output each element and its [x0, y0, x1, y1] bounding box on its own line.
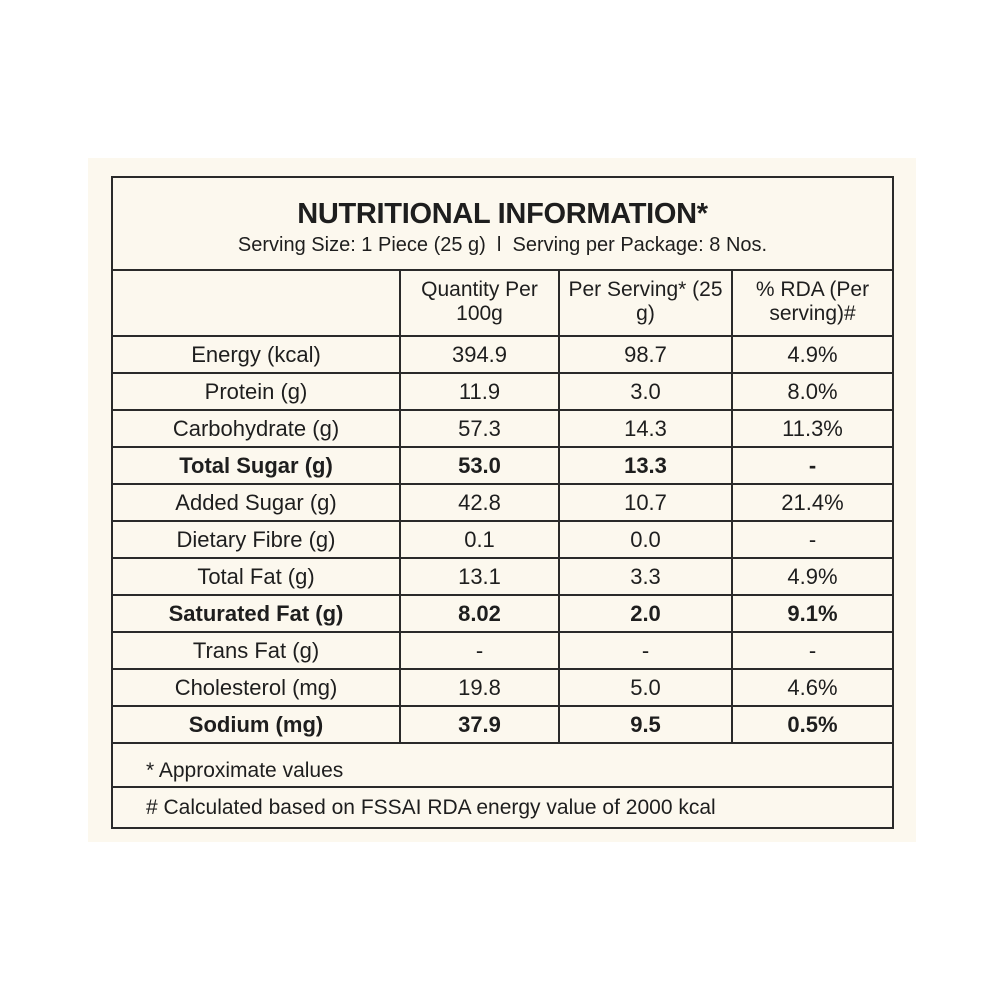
value-per-100g: -	[399, 631, 560, 670]
value-rda: 4.6%	[731, 668, 892, 707]
nutrient-name: Total Fat (g)	[113, 557, 401, 596]
nutrient-name: Cholesterol (mg)	[113, 668, 401, 707]
table-row: Carbohydrate (g) 57.3 14.3 11.3%	[113, 409, 892, 448]
value-per-100g: 13.1	[399, 557, 560, 596]
nutrient-name: Total Sugar (g)	[113, 446, 401, 485]
nutrient-name: Energy (kcal)	[113, 335, 401, 374]
value-per-100g: 394.9	[399, 335, 560, 374]
nutrient-name: Added Sugar (g)	[113, 483, 401, 522]
table-row: Added Sugar (g) 42.8 10.7 21.4%	[113, 483, 892, 522]
header-per-100g: Quantity Per 100g	[399, 269, 560, 337]
footnote-approx: * Approximate values	[113, 752, 892, 788]
nutrient-name: Trans Fat (g)	[113, 631, 401, 670]
value-rda: -	[731, 446, 892, 485]
table-header-row: Quantity Per 100g Per Serving* (25 g) % …	[113, 269, 892, 337]
value-rda: 8.0%	[731, 372, 892, 411]
value-per-serving: 10.7	[558, 483, 733, 522]
label-title: NUTRITIONAL INFORMATION*	[297, 198, 708, 230]
value-rda: 4.9%	[731, 335, 892, 374]
value-per-serving: 2.0	[558, 594, 733, 633]
serving-info: Serving Size: 1 Piece (25 g) l Serving p…	[237, 234, 768, 256]
value-rda: -	[731, 631, 892, 670]
value-per-serving: -	[558, 631, 733, 670]
table-row: Sodium (mg) 37.9 9.5 0.5%	[113, 705, 892, 744]
value-rda: -	[731, 520, 892, 559]
value-per-serving: 9.5	[558, 705, 733, 744]
table-row: Total Fat (g) 13.1 3.3 4.9%	[113, 557, 892, 596]
nutrition-label: NUTRITIONAL INFORMATION* Serving Size: 1…	[111, 176, 894, 829]
value-rda: 11.3%	[731, 409, 892, 448]
value-per-100g: 8.02	[399, 594, 560, 633]
table-row: Energy (kcal) 394.9 98.7 4.9%	[113, 335, 892, 374]
value-per-100g: 53.0	[399, 446, 560, 485]
value-per-serving: 14.3	[558, 409, 733, 448]
table-row: Total Sugar (g) 53.0 13.3-	[113, 446, 892, 485]
table-row: Cholesterol (mg) 19.8 5.0 4.6%	[113, 668, 892, 707]
nutrition-table: Quantity Per 100g Per Serving* (25 g) % …	[113, 269, 892, 744]
value-per-100g: 42.8	[399, 483, 560, 522]
nutrient-name: Carbohydrate (g)	[113, 409, 401, 448]
nutrient-name: Saturated Fat (g)	[113, 594, 401, 633]
value-per-100g: 19.8	[399, 668, 560, 707]
value-per-serving: 3.3	[558, 557, 733, 596]
header-nutrient	[113, 269, 401, 337]
value-per-100g: 37.9	[399, 705, 560, 744]
value-rda: 21.4%	[731, 483, 892, 522]
nutrient-name: Dietary Fibre (g)	[113, 520, 401, 559]
value-per-100g: 0.1	[399, 520, 560, 559]
nutrient-name: Sodium (mg)	[113, 705, 401, 744]
value-per-serving: 0.0	[558, 520, 733, 559]
table-row: Protein (g) 11.9 3.0 8.0%	[113, 372, 892, 411]
value-per-serving: 3.0	[558, 372, 733, 411]
value-per-serving: 13.3	[558, 446, 733, 485]
value-rda: 0.5%	[731, 705, 892, 744]
table-row: Dietary Fibre (g) 0.1 0.0-	[113, 520, 892, 559]
value-rda: 9.1%	[731, 594, 892, 633]
nutrient-name: Protein (g)	[113, 372, 401, 411]
header-rda: % RDA (Per serving)#	[731, 269, 892, 337]
value-per-serving: 98.7	[558, 335, 733, 374]
table-row: Saturated Fat (g) 8.02 2.0 9.1%	[113, 594, 892, 633]
value-per-100g: 57.3	[399, 409, 560, 448]
value-per-100g: 11.9	[399, 372, 560, 411]
value-rda: 4.9%	[731, 557, 892, 596]
table-row: Trans Fat (g) - - -	[113, 631, 892, 670]
title-block: NUTRITIONAL INFORMATION* Serving Size: 1…	[113, 178, 892, 271]
footnotes: * Approximate values # Calculated based …	[113, 752, 892, 827]
footnote-rda: # Calculated based on FSSAI RDA energy v…	[146, 796, 716, 819]
header-per-serving: Per Serving* (25 g)	[558, 269, 733, 337]
value-per-serving: 5.0	[558, 668, 733, 707]
